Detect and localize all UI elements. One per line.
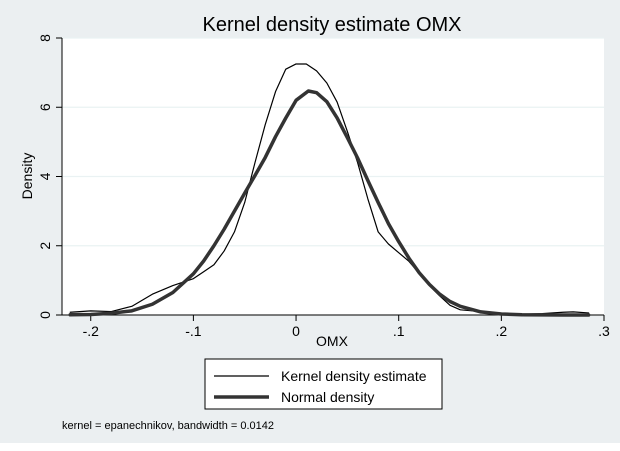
normal-density-line — [68, 89, 591, 317]
kernel-note: kernel = epanechnikov, bandwidth = 0.014… — [62, 420, 274, 432]
legend: Kernel density estimate Normal density — [204, 358, 443, 410]
x-tick-label-3: .1 — [393, 323, 405, 339]
x-tick-label-4: .2 — [496, 323, 508, 339]
y-tick-label-3: 6 — [37, 103, 53, 111]
y-tick-label-2: 4 — [37, 172, 53, 180]
legend-box — [204, 358, 443, 410]
y-tick-label-4: 8 — [37, 34, 53, 42]
x-axis-title: OMX — [316, 333, 349, 349]
legend-label-normal: Normal density — [281, 389, 374, 405]
y-tick-label-1: 2 — [37, 242, 53, 250]
y-tick-label-0: 0 — [37, 311, 53, 319]
y-axis-ticks: 0 2 4 6 8 — [37, 34, 62, 319]
x-axis-ticks: -.2 -.1 0 .1 .2 .3 — [83, 315, 610, 339]
x-tick-label-0: -.2 — [83, 323, 100, 339]
x-tick-label-2: 0 — [292, 323, 300, 339]
chart-title: Kernel density estimate OMX — [203, 14, 462, 36]
legend-label-kernel: Kernel density estimate — [281, 368, 427, 384]
bottom-strip — [0, 443, 620, 451]
y-axis-title: Density — [19, 153, 35, 200]
series-lines — [68, 63, 591, 317]
x-tick-label-5: .3 — [598, 323, 610, 339]
x-tick-label-1: -.1 — [185, 323, 202, 339]
